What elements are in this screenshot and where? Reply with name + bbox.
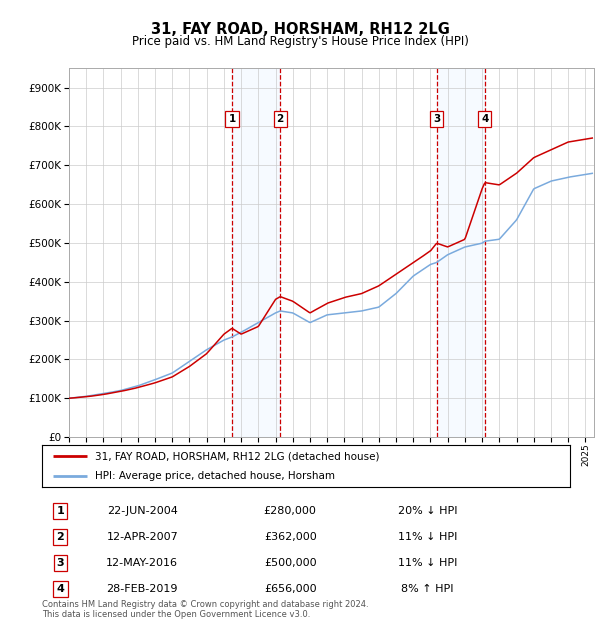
Text: 1: 1 [229, 113, 236, 123]
Text: 3: 3 [56, 558, 64, 568]
Text: 31, FAY ROAD, HORSHAM, RH12 2LG (detached house): 31, FAY ROAD, HORSHAM, RH12 2LG (detache… [95, 451, 379, 461]
Text: 12-MAY-2016: 12-MAY-2016 [106, 558, 178, 568]
Text: 11% ↓ HPI: 11% ↓ HPI [398, 558, 457, 568]
Text: 4: 4 [56, 584, 64, 594]
Text: 8% ↑ HPI: 8% ↑ HPI [401, 584, 454, 594]
Text: 2: 2 [277, 113, 284, 123]
Text: 1: 1 [56, 506, 64, 516]
Text: 20% ↓ HPI: 20% ↓ HPI [398, 506, 457, 516]
Text: £362,000: £362,000 [264, 532, 317, 542]
Text: 12-APR-2007: 12-APR-2007 [106, 532, 178, 542]
Text: 11% ↓ HPI: 11% ↓ HPI [398, 532, 457, 542]
Text: 3: 3 [433, 113, 440, 123]
Text: HPI: Average price, detached house, Horsham: HPI: Average price, detached house, Hors… [95, 471, 335, 481]
Bar [437, 68, 485, 437]
Text: £500,000: £500,000 [264, 558, 316, 568]
Text: 28-FEB-2019: 28-FEB-2019 [107, 584, 178, 594]
Text: 22-JUN-2004: 22-JUN-2004 [107, 506, 178, 516]
Text: 4: 4 [481, 113, 488, 123]
Bar [232, 68, 280, 437]
Text: 31, FAY ROAD, HORSHAM, RH12 2LG: 31, FAY ROAD, HORSHAM, RH12 2LG [151, 22, 449, 37]
Text: £656,000: £656,000 [264, 584, 316, 594]
Text: 2: 2 [56, 532, 64, 542]
Text: Contains HM Land Registry data © Crown copyright and database right 2024.
This d: Contains HM Land Registry data © Crown c… [42, 600, 368, 619]
Text: £280,000: £280,000 [264, 506, 317, 516]
Text: Price paid vs. HM Land Registry's House Price Index (HPI): Price paid vs. HM Land Registry's House … [131, 35, 469, 48]
